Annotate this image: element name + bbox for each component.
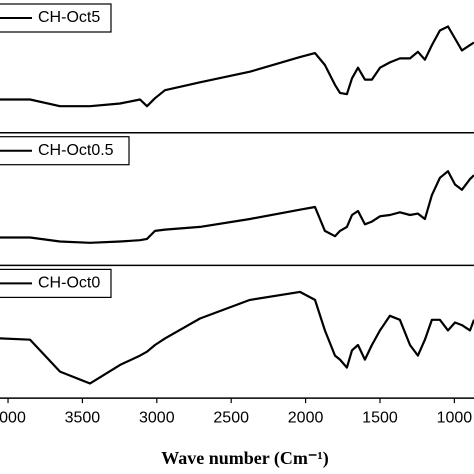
x-tick-label: 3000 bbox=[139, 409, 175, 426]
x-tick-label: 1500 bbox=[362, 409, 398, 426]
x-tick-label: 3500 bbox=[65, 409, 101, 426]
legend-label: CH-Oct5 bbox=[38, 9, 100, 26]
spectrum-line bbox=[0, 170, 474, 244]
spectrum-line bbox=[0, 25, 474, 108]
legend-label: CH-Oct0.5 bbox=[38, 142, 114, 159]
x-axis-label: Wave number (Cm⁻¹) bbox=[161, 448, 329, 469]
legend-label: CH-Oct0 bbox=[38, 275, 100, 292]
x-tick-label: 2500 bbox=[213, 409, 249, 426]
x-tick-label: 2000 bbox=[288, 409, 324, 426]
x-tick-label: 1000 bbox=[437, 409, 473, 426]
spectrum-line bbox=[0, 290, 474, 385]
x-tick-label: 4000 bbox=[0, 409, 26, 426]
